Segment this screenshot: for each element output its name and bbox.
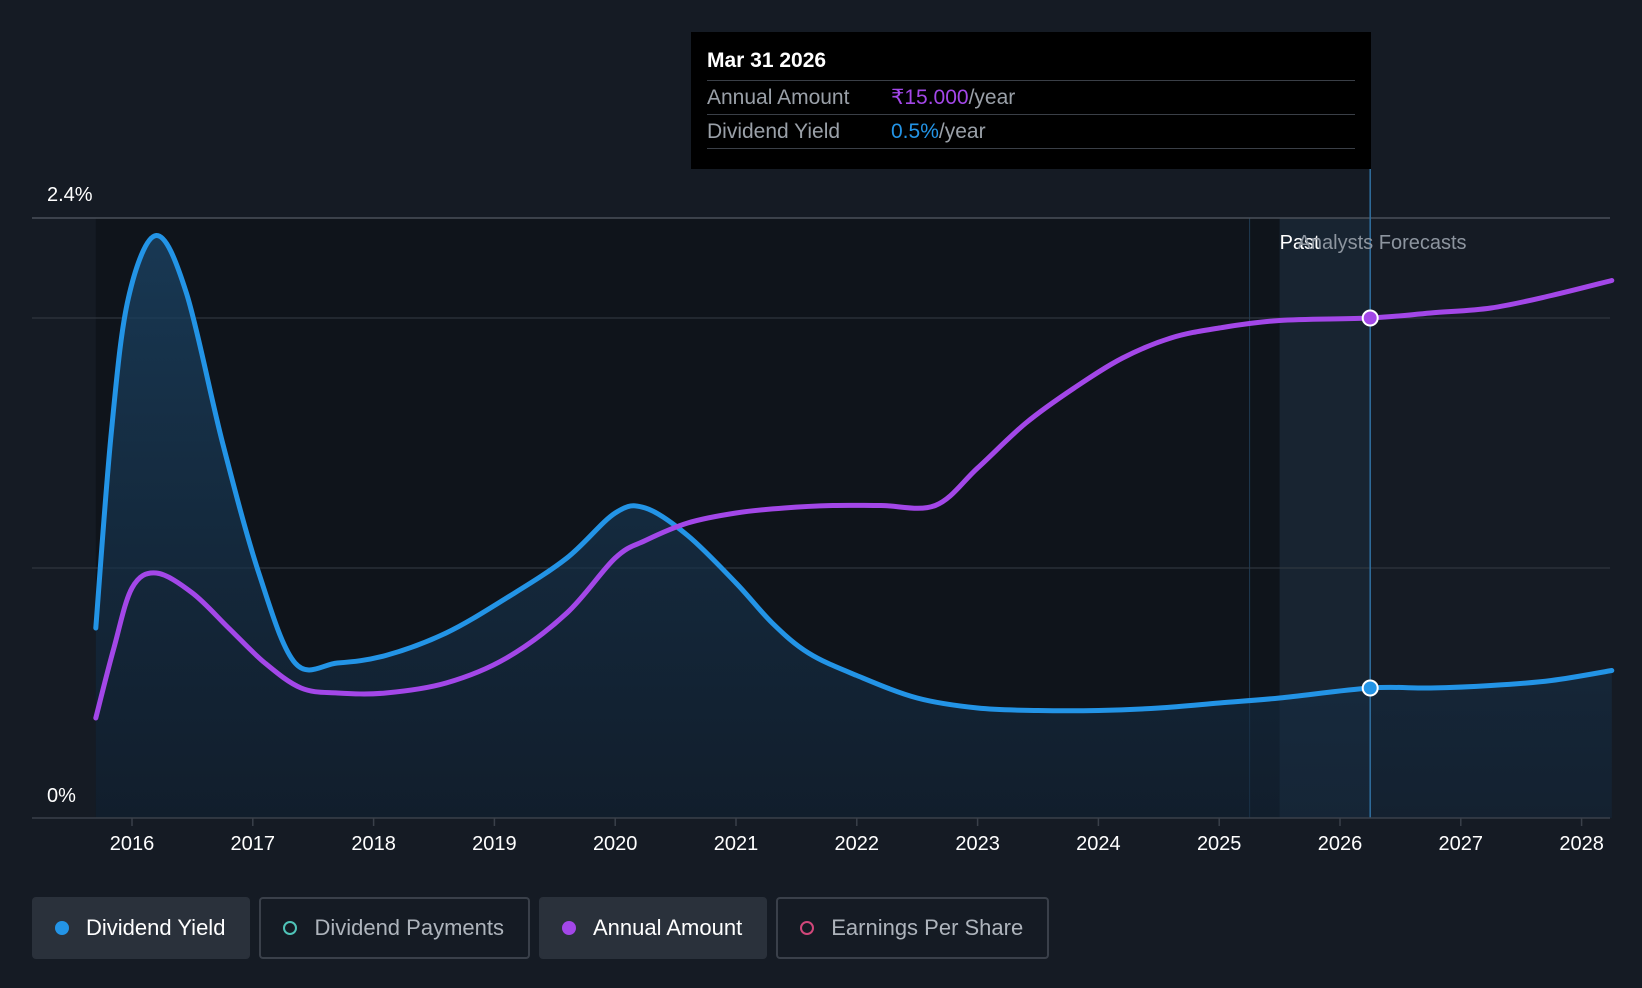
tooltip-row-dividend-yield: Dividend Yield 0.5% /year: [707, 115, 1355, 149]
tooltip-unit: /year: [938, 120, 986, 143]
dividend-yield-marker[interactable]: [1361, 679, 1379, 697]
x-tick-label: 2019: [472, 833, 517, 855]
legend-label: Dividend Yield: [86, 915, 226, 940]
legend-dividend-yield[interactable]: Dividend Yield: [32, 897, 251, 959]
legend-dot-icon: [55, 921, 69, 935]
legend-dot-icon: [561, 921, 576, 935]
legend-label: Dividend Payments: [314, 915, 504, 940]
annual-amount-marker[interactable]: [1361, 309, 1379, 327]
x-tick-label: 2027: [1439, 833, 1484, 855]
legend-label: Annual Amount: [592, 915, 743, 940]
x-tick-label: 2020: [593, 833, 638, 855]
x-tick-label: 2017: [231, 833, 276, 855]
x-axis-ticks: 2016 2017 2018 2019 2020 2021 2022 2023 2024 2025…: [110, 818, 1604, 855]
x-tick-label: 2016: [110, 833, 155, 855]
legend-annual-amount[interactable]: Annual Amount: [538, 897, 768, 959]
x-tick-label: 2023: [955, 833, 1000, 855]
tooltip-label: Annual Amount: [707, 86, 850, 109]
y-axis-bottom-label: 0%: [47, 785, 76, 807]
tooltip-value: ₹15.000: [891, 86, 969, 109]
legend-label: Earnings Per Share: [831, 915, 1024, 940]
tooltip-date: Mar 31 2026: [707, 46, 1355, 81]
x-tick-label: 2018: [351, 833, 396, 855]
x-tick-label: 2028: [1559, 833, 1604, 855]
tooltip: Mar 31 2026 Annual Amount ₹15.000 /year …: [691, 32, 1371, 169]
annual-amount-line[interactable]: [93, 278, 1615, 721]
legend-earnings-per-share[interactable]: Earnings Per Share: [776, 897, 1050, 959]
x-tick-label: 2026: [1318, 833, 1363, 855]
legend-dividend-payments[interactable]: Dividend Payments: [259, 897, 530, 959]
legend: Dividend Yield Dividend Payments Annual …: [32, 897, 1050, 961]
x-tick-label: 2025: [1197, 833, 1242, 855]
x-tick-label: 2022: [835, 833, 880, 855]
past-label: Past: [1280, 232, 1320, 254]
tooltip-label: Dividend Yield: [707, 120, 841, 143]
legend-dot-icon: [800, 921, 815, 935]
tooltip-row-annual-amount: Annual Amount ₹15.000 /year: [707, 81, 1355, 115]
x-tick-label: 2021: [714, 833, 759, 855]
dividend-yield-line[interactable]: [93, 233, 1615, 714]
y-axis-top-label: 2.4%: [47, 184, 93, 206]
legend-dot-icon: [283, 921, 298, 935]
tooltip-value: 0.5%: [891, 120, 939, 143]
forecast-label: Analysts Forecasts: [1298, 232, 1467, 254]
x-tick-label: 2024: [1076, 833, 1121, 855]
tooltip-unit: /year: [968, 86, 1016, 109]
